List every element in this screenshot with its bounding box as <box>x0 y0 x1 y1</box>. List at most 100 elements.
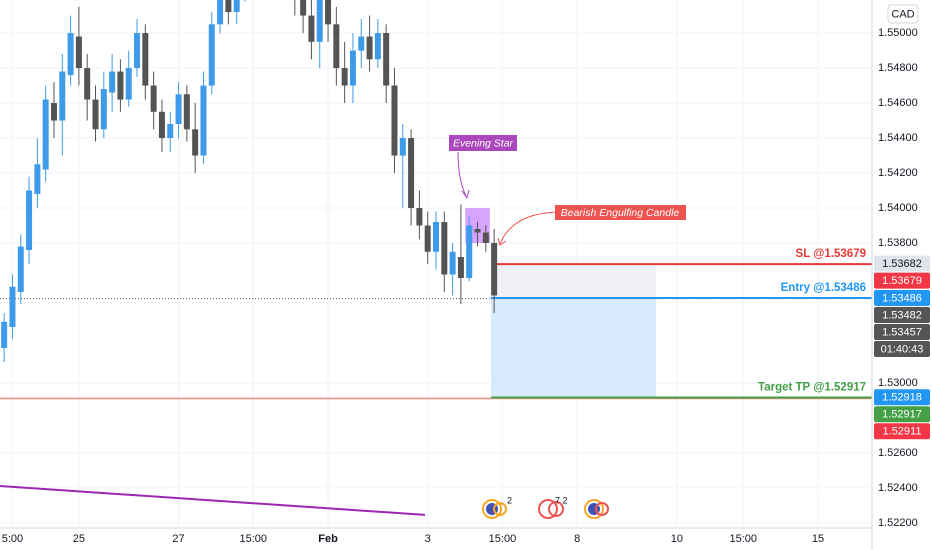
x-tick-label: 15:00 <box>240 533 268 545</box>
annotation: Bearish Engulfing Candle <box>561 207 680 219</box>
candle-body <box>482 232 489 244</box>
candle-body <box>333 24 340 69</box>
price-badge-label: 1.53482 <box>882 309 922 321</box>
candle-body <box>84 68 91 100</box>
price-badge-label: 01:40:43 <box>881 343 924 355</box>
candle-body <box>308 15 315 42</box>
arrow-head <box>497 237 507 246</box>
candle-body <box>59 71 66 121</box>
event-icon <box>595 502 609 516</box>
currency: CAD <box>891 8 914 20</box>
price-badge-label: 1.53486 <box>882 292 922 304</box>
y-tick-label: 1.53000 <box>878 377 918 389</box>
candle-body <box>300 0 307 16</box>
candle-body <box>474 229 481 233</box>
candle-body <box>75 36 82 69</box>
price-badge-label: 1.52911 <box>883 426 922 438</box>
candle-body <box>316 0 323 42</box>
y-tick-label: 1.54000 <box>878 202 918 214</box>
candle-body <box>233 0 240 13</box>
y-tick-label: 1.55000 <box>878 27 918 39</box>
annotation-box <box>449 135 517 151</box>
candle-body <box>34 164 41 195</box>
candle-body <box>167 124 174 139</box>
candle-body <box>416 208 423 226</box>
y-tick-label: 1.52600 <box>878 447 918 459</box>
event-count: 7 2 <box>555 495 568 505</box>
candle-body <box>175 94 182 125</box>
candle-body <box>50 103 57 121</box>
level-label: Entry @1.53486 <box>781 282 866 294</box>
event-icons[interactable]: 2 7 2 <box>482 495 609 519</box>
y-tick-label: 1.54800 <box>878 62 918 74</box>
candle-body <box>17 246 24 292</box>
price-badge <box>874 340 930 357</box>
x-tick-label: 10 <box>671 533 683 545</box>
x-tick-label: 25 <box>73 533 85 545</box>
candle-body <box>9 286 16 327</box>
annotation-arrow <box>457 151 467 197</box>
candle-body <box>158 111 165 139</box>
x-tick-label: 3 <box>425 533 431 545</box>
x-tick-label: 5:00 <box>2 533 23 545</box>
price-badge <box>874 306 930 323</box>
y-tick-label: 1.52200 <box>878 517 918 529</box>
trendline <box>0 485 426 516</box>
candle-body <box>225 0 232 13</box>
candle-body <box>449 251 456 275</box>
event-icon <box>548 501 564 517</box>
annotation-arrow <box>499 211 557 245</box>
candle-body <box>200 85 207 156</box>
candle-body <box>424 225 431 252</box>
y-tick-label: 1.54600 <box>878 97 918 109</box>
annotation-box <box>555 205 686 220</box>
candle-body <box>26 190 33 251</box>
price-badge-label: 1.53682 <box>882 258 922 270</box>
x-tick-label: 15 <box>812 533 824 545</box>
risk-zone <box>491 264 656 298</box>
candle-body <box>491 243 498 296</box>
candle-body <box>208 24 215 86</box>
price-badge-label: 1.52917 <box>882 409 922 421</box>
candle-body <box>399 138 406 156</box>
candle-body <box>349 50 356 86</box>
price-badge <box>874 406 930 423</box>
price-badge <box>874 255 930 272</box>
y-tick-label: 1.54200 <box>878 167 918 179</box>
price-badge-label: 1.53457 <box>882 326 922 338</box>
candle-body <box>358 36 365 51</box>
y-tick-label: 1.53800 <box>878 237 918 249</box>
annotation: Evening Star <box>453 137 514 149</box>
x-tick-label: 27 <box>172 533 184 545</box>
event-icon <box>493 502 507 516</box>
candle-body <box>433 222 439 252</box>
candle-body <box>441 222 448 275</box>
candle-body <box>1 321 8 348</box>
candle-body <box>142 33 149 86</box>
price-badge <box>874 323 930 340</box>
price-badge-label: 1.52918 <box>882 392 922 404</box>
candle-body <box>374 33 381 60</box>
candle-body <box>109 71 116 93</box>
arrow-head <box>461 189 470 200</box>
level-label: SL @1.53679 <box>796 248 866 260</box>
x-tick-label: Feb <box>318 533 338 545</box>
price-badge-label: 1.53679 <box>882 275 922 287</box>
candle-body <box>150 85 157 112</box>
candle-body <box>183 94 190 130</box>
candle-body <box>125 68 132 100</box>
y-tick-label: 1.52400 <box>878 482 918 494</box>
event-count: 2 <box>507 495 512 505</box>
x-tick-label: 8 <box>574 533 580 545</box>
candle-body <box>457 257 464 278</box>
price-badge <box>874 272 930 289</box>
y-tick-label: 1.54400 <box>878 132 918 144</box>
price-badge <box>874 389 930 406</box>
candle-body <box>134 33 141 69</box>
currency-box[interactable] <box>887 4 919 24</box>
price-badge <box>874 423 930 440</box>
x-tick-label: 15:00 <box>489 533 517 545</box>
